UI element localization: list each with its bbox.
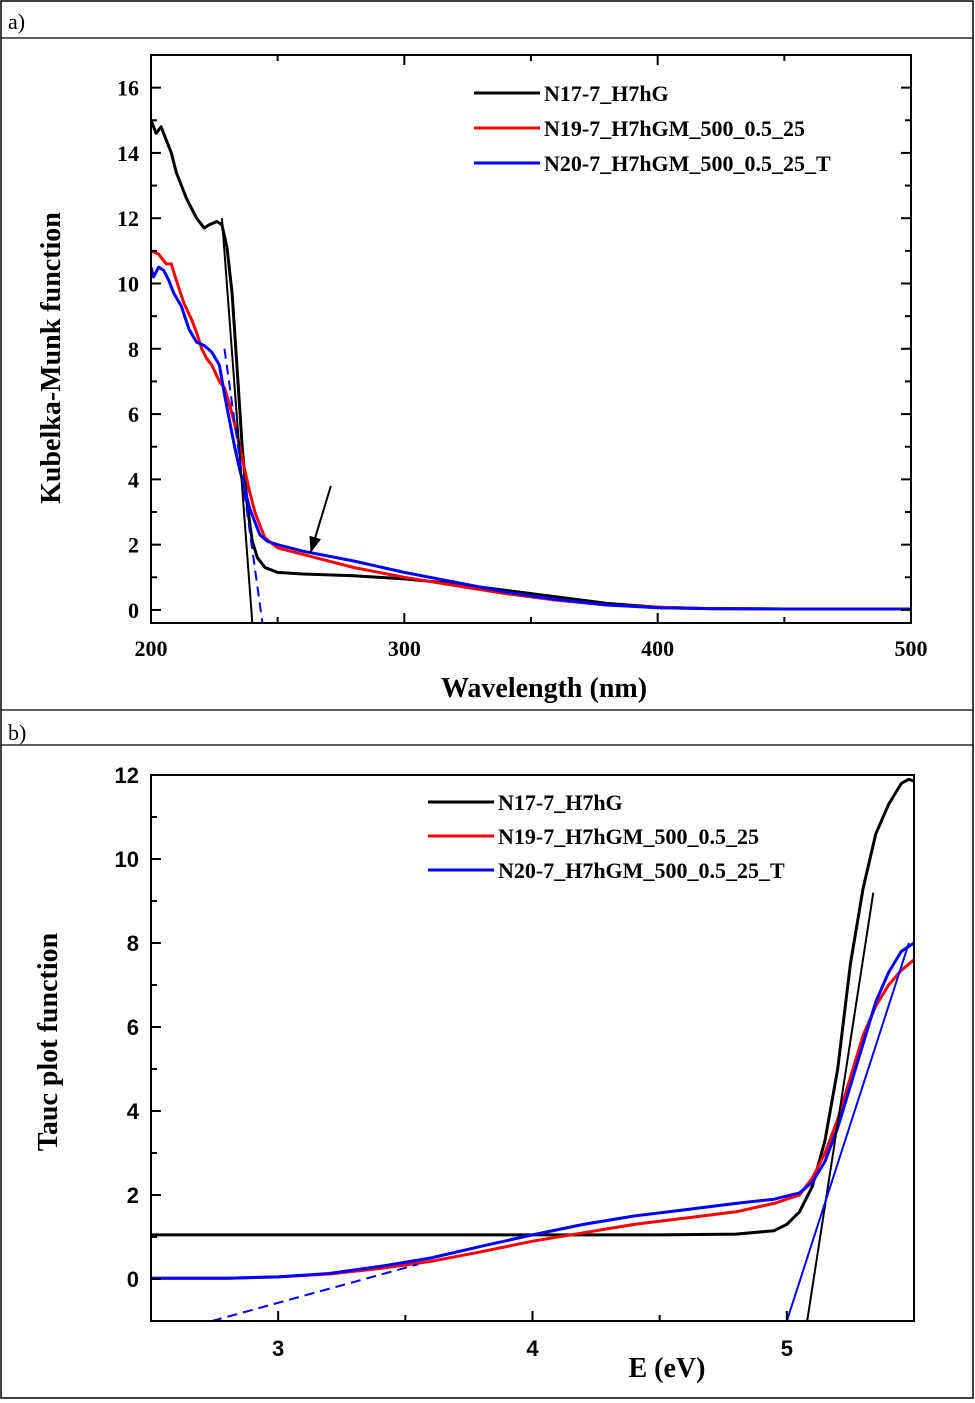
series-line-1 bbox=[151, 958, 914, 1280]
extrapolation-line-2 bbox=[785, 942, 910, 1321]
y-tick-label: 4 bbox=[128, 467, 139, 492]
x-tick-label: 300 bbox=[388, 636, 421, 661]
extrapolation-line-0 bbox=[220, 218, 254, 623]
y-tick-label: 0 bbox=[128, 598, 139, 623]
y-tick-label: 16 bbox=[117, 76, 139, 101]
x-tick-label: 3 bbox=[272, 1336, 284, 1361]
panel-a-label: a) bbox=[8, 9, 25, 34]
extrapolation-line-1 bbox=[211, 1263, 419, 1321]
y-tick-label: 12 bbox=[117, 206, 139, 231]
legend-label-1: N19-7_H7hGM_500_0.5_25 bbox=[498, 824, 759, 849]
x-tick-label: 400 bbox=[641, 636, 674, 661]
y-tick-label: 6 bbox=[128, 402, 139, 427]
x-tick-label: 5 bbox=[781, 1336, 793, 1361]
chart-a: 200 300 400 500 0 2 4 6 8 10 12 14 16 Wavelength (nm)… bbox=[36, 54, 928, 704]
y-axis-title: Tauc plot function bbox=[33, 932, 64, 1151]
legend-label-0: N17-7_H7hG bbox=[544, 81, 669, 106]
annotation-arrow-head bbox=[309, 535, 321, 553]
x-axis-title: Wavelength (nm) bbox=[441, 673, 647, 704]
legend-label-2: N20-7_H7hGM_500_0.5_25_T bbox=[498, 858, 785, 883]
panel-b-label: b) bbox=[8, 720, 26, 745]
y-tick-label: 8 bbox=[127, 931, 139, 956]
y-tick-label: 4 bbox=[127, 1099, 140, 1124]
axes-frame bbox=[150, 774, 915, 1322]
y-tick-label: 6 bbox=[127, 1015, 139, 1040]
legend-label-1: N19-7_H7hGM_500_0.5_25 bbox=[544, 116, 805, 141]
y-tick-label: 2 bbox=[127, 1183, 139, 1208]
legend-label-2: N20-7_H7hGM_500_0.5_25_T bbox=[544, 151, 831, 176]
chart-b: 3 4 5 0 2 4 6 8 10 12 E (eV) Tauc plot function N17-… bbox=[33, 763, 915, 1384]
series-line-2 bbox=[151, 941, 914, 1280]
extrapolation-line-0 bbox=[806, 892, 875, 1321]
plot-area bbox=[151, 777, 914, 1321]
x-axis-title: E (eV) bbox=[629, 1353, 706, 1384]
y-tick-label: 10 bbox=[115, 847, 139, 872]
legend-label-0: N17-7_H7hG bbox=[498, 790, 623, 815]
series-line-2 bbox=[151, 265, 911, 611]
y-tick-label: 14 bbox=[117, 141, 139, 166]
plot-area bbox=[151, 119, 911, 623]
x-tick-label: 200 bbox=[135, 636, 168, 661]
y-axis-title: Kubelka-Munk function bbox=[36, 212, 67, 504]
x-tick-label: 500 bbox=[895, 636, 928, 661]
y-tick-label: 2 bbox=[128, 533, 139, 558]
series-line-1 bbox=[151, 249, 911, 611]
extrapolation-line-1 bbox=[223, 348, 264, 623]
y-tick-label: 0 bbox=[127, 1267, 139, 1292]
y-tick-label: 8 bbox=[128, 337, 139, 362]
y-tick-label: 12 bbox=[115, 763, 139, 788]
x-tick-label: 4 bbox=[526, 1336, 539, 1361]
y-tick-label: 10 bbox=[117, 272, 139, 297]
